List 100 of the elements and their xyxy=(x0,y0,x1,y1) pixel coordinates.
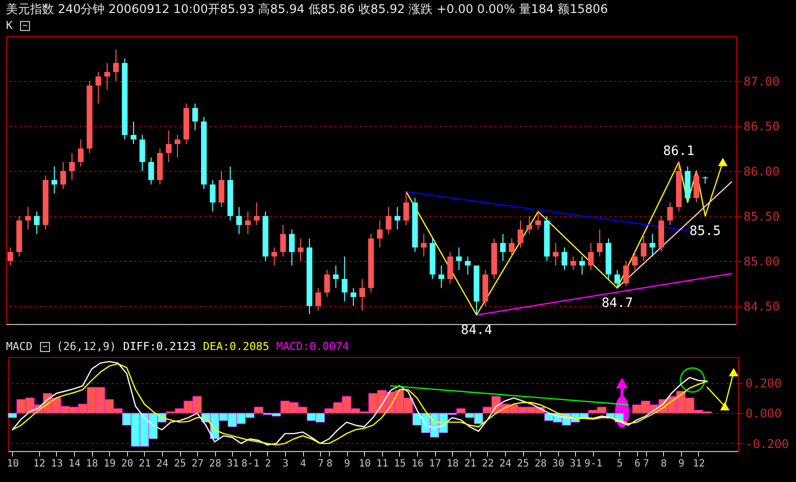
candlestick xyxy=(315,288,322,311)
candlestick xyxy=(298,238,304,262)
x-tick-label: 8 xyxy=(660,458,667,470)
candlestick xyxy=(271,247,278,266)
candlestick xyxy=(78,139,84,167)
x-tick-label: 31 xyxy=(226,458,239,470)
candlestick xyxy=(350,288,356,306)
y-tick-label: 87.00 xyxy=(744,74,780,88)
candlestick xyxy=(596,229,603,257)
x-tick-label: 8 xyxy=(326,458,333,470)
series-label: DIFF:0.2123 xyxy=(123,339,196,355)
y-tick-label: 86.50 xyxy=(744,120,780,134)
candlestick xyxy=(447,252,454,284)
chart-title: 美元指数 240分钟 20060912 10:00开85.93 高85.94 低85.86 收85.92 涨跌 +0.00 0.00% 量184 额15806 xyxy=(5,1,609,18)
x-tick-label: 15 xyxy=(394,458,406,470)
candlestick xyxy=(218,170,224,208)
x-tick-label: 30 xyxy=(552,458,564,470)
candlestick xyxy=(456,247,462,270)
candlestick xyxy=(694,170,700,203)
x-tick-label: 19 xyxy=(104,458,116,470)
x-tick-label: 18 xyxy=(86,458,98,470)
candlestick xyxy=(588,242,594,270)
candlestick xyxy=(8,247,14,266)
candlestick xyxy=(614,270,620,288)
candlestick xyxy=(130,121,136,144)
candlestick xyxy=(113,49,119,82)
candlestick xyxy=(386,206,392,234)
x-tick-label: 8-1 xyxy=(241,458,260,470)
text: MACD:0.0074 xyxy=(276,339,350,355)
chart-title: MACD xyxy=(6,339,32,355)
candlestick xyxy=(667,202,673,226)
candlestick xyxy=(324,270,330,298)
candlestick xyxy=(95,72,102,104)
x-tick-label: 14 xyxy=(68,458,80,470)
annotation: 84.4 xyxy=(460,323,492,338)
chart-subtitle: K xyxy=(6,18,13,34)
candlestick xyxy=(508,238,515,257)
candlestick xyxy=(535,211,541,230)
x-tick-label: 21 xyxy=(464,458,476,470)
x-tick-label: 7 xyxy=(643,458,650,470)
x-tick-label: 9 xyxy=(344,458,350,470)
candlestick xyxy=(403,191,410,226)
x-tick-label: 12 xyxy=(692,458,705,470)
candlestick xyxy=(174,134,180,158)
candlestick xyxy=(25,206,31,230)
candlestick xyxy=(139,134,146,172)
x-tick-label: 6 xyxy=(634,458,640,470)
x-tick-label: 20 xyxy=(121,458,134,470)
candlestick xyxy=(420,234,427,257)
annotation: 84.7 xyxy=(602,296,633,311)
y-tick-label: 85.00 xyxy=(744,254,780,268)
candlestick xyxy=(500,234,506,262)
x-tick-label: 16 xyxy=(411,458,424,470)
candlestick xyxy=(570,256,576,270)
candlestick xyxy=(288,229,295,266)
x-tick-label: 22 xyxy=(482,458,494,470)
candlestick xyxy=(579,256,585,275)
x-tick-label: 13 xyxy=(50,458,63,470)
x-tick-label: 28 xyxy=(209,458,222,470)
x-tick-label: 24 xyxy=(499,458,512,470)
x-tick-label: 9 xyxy=(678,458,684,470)
x-tick-label: 21 xyxy=(138,458,151,470)
x-tick-label: 17 xyxy=(429,458,442,470)
annotation: 86.1 xyxy=(663,144,694,159)
candlestick xyxy=(245,211,251,234)
candlestick xyxy=(359,278,366,311)
candlestick xyxy=(280,224,286,257)
x-tick-label: 24 xyxy=(156,458,168,470)
candlestick xyxy=(552,242,559,266)
x-tick-label: 7 xyxy=(318,458,324,470)
x-tick-label: 31 xyxy=(570,458,582,470)
x-tick-label: 10 xyxy=(358,458,371,470)
candlestick xyxy=(526,216,532,234)
y-tick-label: 85.50 xyxy=(744,210,780,224)
candlestick xyxy=(166,130,172,162)
candlestick xyxy=(34,211,40,234)
candlestick xyxy=(69,152,75,180)
x-tick-label: 9-1 xyxy=(584,458,602,470)
candlestick xyxy=(342,256,348,302)
candlestick xyxy=(623,260,629,287)
candlestick xyxy=(640,234,647,262)
candlestick xyxy=(518,220,524,248)
candlestick xyxy=(210,180,216,212)
x-tick-label: 5 xyxy=(616,458,623,470)
candlestick xyxy=(394,206,400,230)
candlestick xyxy=(192,103,198,131)
x-tick-label: 4 xyxy=(300,458,306,470)
candlestick xyxy=(464,256,471,275)
candlestick xyxy=(52,166,58,194)
candlestick xyxy=(562,247,568,270)
candlestick xyxy=(632,252,638,270)
x-tick-label: 12 xyxy=(33,458,46,470)
y-tick-label: -0.200 xyxy=(746,436,789,451)
x-tick-label: 25 xyxy=(174,458,186,470)
x-tick-label: 28 xyxy=(534,458,547,470)
x-tick-label: 10 xyxy=(6,458,19,470)
candlestick xyxy=(650,234,656,257)
candlestick xyxy=(332,265,339,288)
x-tick-label: 27 xyxy=(192,458,204,470)
text: DEA:0.2085 xyxy=(202,339,270,355)
